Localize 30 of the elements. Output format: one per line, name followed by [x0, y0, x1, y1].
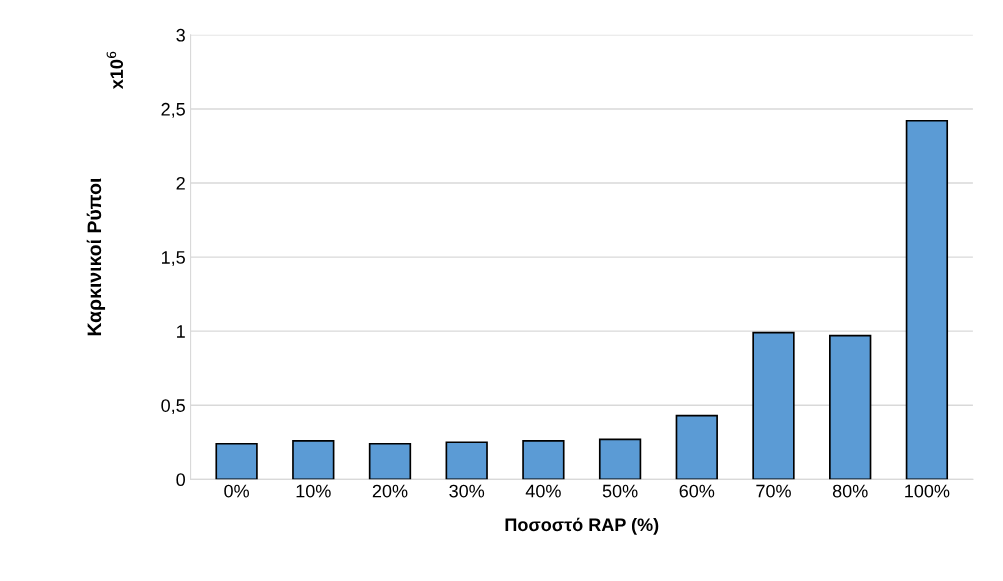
y-tick-label: 1,5	[161, 251, 185, 266]
bar	[598, 438, 642, 480]
bar	[368, 442, 412, 480]
bar	[752, 331, 795, 480]
y-tick-label: 3	[176, 28, 185, 42]
x-tick-label: 100%	[905, 484, 950, 498]
x-tick-label: 20%	[372, 484, 408, 498]
x-tick-label: 80%	[832, 484, 868, 498]
y-tick-label: 2,5	[161, 102, 185, 118]
bar	[829, 334, 872, 480]
x-tick-label: 10%	[296, 484, 331, 498]
x-tick-label: 60%	[679, 484, 715, 498]
bar	[522, 439, 565, 480]
bar	[445, 441, 488, 480]
x-axis-title: Ποσοστό RAP (%)	[505, 517, 659, 535]
x-tick-label: 30%	[449, 484, 485, 498]
y-axis-title: Καρκινικοί Ρύποι	[86, 178, 106, 336]
text: x10$^{6}$	[106, 51, 124, 90]
y-tick-label: 2	[176, 176, 185, 190]
bar	[292, 439, 335, 480]
x-tick-label: 0%	[224, 484, 249, 498]
bar	[215, 442, 258, 480]
x-tick-label: 50%	[602, 484, 638, 498]
x-tick-label: 70%	[756, 484, 791, 498]
y-tick-label: 1	[177, 325, 185, 338]
bar	[675, 414, 718, 480]
y-tick-label: 0,5	[161, 399, 185, 415]
bar	[905, 119, 949, 480]
y-tick-label: 0	[176, 473, 185, 487]
x-tick-label: 40%	[525, 484, 561, 498]
